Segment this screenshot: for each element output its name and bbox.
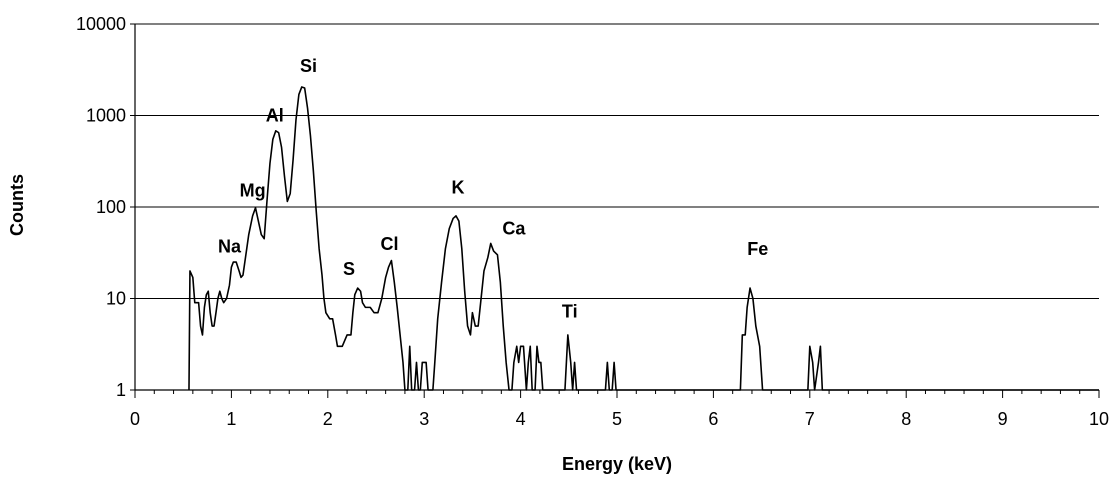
y-tick-label-10000: 10000 bbox=[76, 14, 126, 34]
gridlines bbox=[135, 23, 1099, 299]
y-tick-label-100: 100 bbox=[96, 197, 126, 217]
peak-label-ca: Ca bbox=[502, 219, 526, 239]
x-tick-label-2: 2 bbox=[323, 409, 333, 429]
x-tick-label-9: 9 bbox=[998, 409, 1008, 429]
x-tick-label-8: 8 bbox=[901, 409, 911, 429]
peak-label-al: Al bbox=[266, 105, 284, 125]
peak-label-fe: Fe bbox=[747, 239, 768, 259]
peak-label-na: Na bbox=[218, 236, 242, 256]
y-tick-label-1000: 1000 bbox=[86, 106, 126, 126]
peak-label-s: S bbox=[343, 259, 355, 279]
x-tick-label-10: 10 bbox=[1089, 409, 1109, 429]
x-axis-title: Energy (keV) bbox=[562, 454, 672, 474]
peak-label-ti: Ti bbox=[562, 301, 578, 321]
x-tick-label-7: 7 bbox=[805, 409, 815, 429]
y-axis-title: Counts bbox=[7, 174, 27, 236]
x-tick-label-6: 6 bbox=[708, 409, 718, 429]
series-layer bbox=[188, 86, 1099, 391]
x-tick-label-4: 4 bbox=[516, 409, 526, 429]
y-tick-labels: 1 10 100 1000 10000 bbox=[76, 14, 126, 400]
peak-labels: Na Mg Al Si S Cl K Ca Ti Fe bbox=[218, 56, 768, 322]
peak-label-si: Si bbox=[300, 56, 317, 76]
y-tick-label-10: 10 bbox=[106, 289, 126, 309]
x-tick-labels: 0 1 2 3 4 5 6 7 8 9 10 bbox=[130, 409, 1109, 429]
peak-label-cl: Cl bbox=[380, 234, 398, 254]
y-tick-label-1: 1 bbox=[116, 380, 126, 400]
axes bbox=[130, 23, 1100, 398]
x-tick-label-1: 1 bbox=[226, 409, 236, 429]
x-tick-label-0: 0 bbox=[130, 409, 140, 429]
spectrum-line-0 bbox=[188, 86, 1099, 391]
x-tick-label-5: 5 bbox=[612, 409, 622, 429]
x-tick-label-3: 3 bbox=[419, 409, 429, 429]
peak-label-k: K bbox=[451, 178, 464, 198]
peak-label-mg: Mg bbox=[240, 181, 266, 201]
